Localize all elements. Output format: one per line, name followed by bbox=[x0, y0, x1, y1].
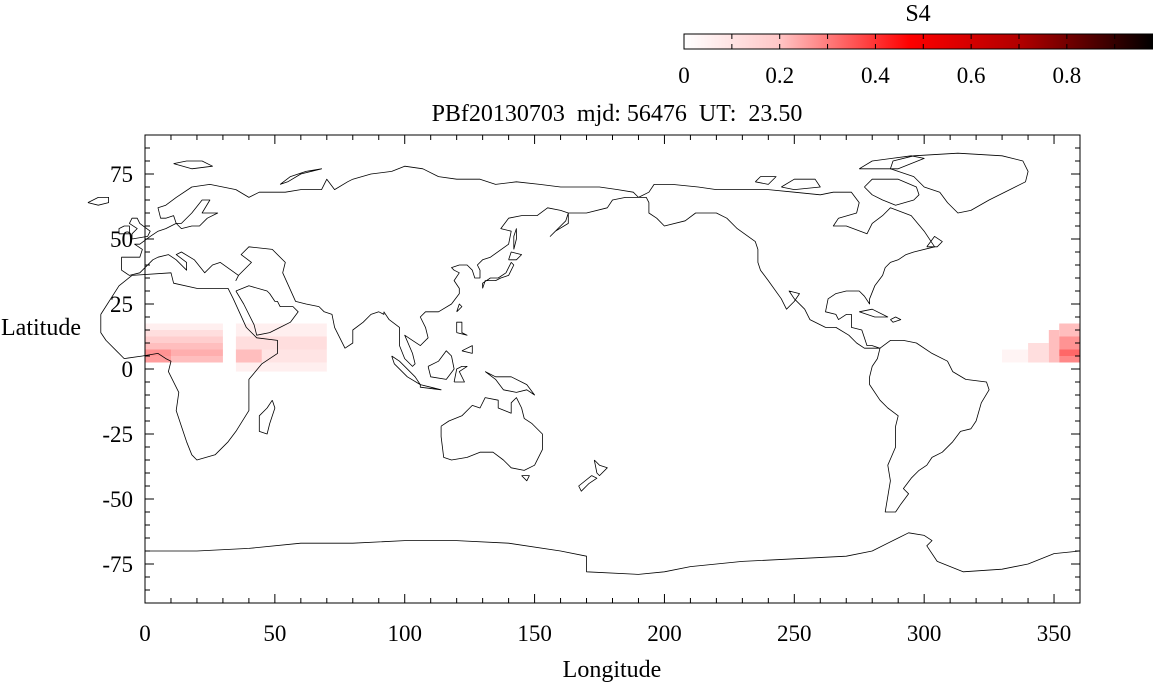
x-tick-label: 350 bbox=[1037, 621, 1072, 646]
coastline-new-zealand-north bbox=[593, 459, 608, 477]
colorbar-tick-label: 0 bbox=[678, 63, 690, 88]
coastline-africa bbox=[100, 272, 278, 461]
colorbar-tick-label: 0.4 bbox=[861, 63, 890, 88]
s4-cell bbox=[261, 349, 327, 363]
s4-cell bbox=[170, 349, 223, 356]
coastline-hispaniola bbox=[890, 316, 902, 323]
y-axis-title: Latitude bbox=[1, 315, 81, 341]
coastline-baffin bbox=[864, 178, 920, 206]
plot-title: PBf20130703 mjd: 56476 UT: 23.50 bbox=[432, 101, 803, 127]
colorbar-tick-label: 0.2 bbox=[765, 63, 794, 88]
colorbar: S4 0 0.2 0.4 0.6 0.8 bbox=[678, 1, 1153, 88]
y-axis-ticks: 75 50 25 0 -25 -50 -75 bbox=[102, 134, 1080, 604]
x-tick-label: 300 bbox=[907, 621, 942, 646]
s4-cell bbox=[145, 330, 223, 337]
y-tick-label: -75 bbox=[102, 552, 133, 577]
coastline-sakhalin bbox=[513, 228, 517, 250]
colorbar-tick-label: 0.8 bbox=[1052, 63, 1081, 88]
coastline-madagascar bbox=[258, 399, 276, 435]
colorbar-gradient bbox=[683, 33, 1153, 50]
coastline-tasmania bbox=[521, 475, 530, 482]
coastline-new-guinea bbox=[484, 371, 535, 396]
s4-cell bbox=[1048, 330, 1060, 363]
s4-heatmap-layer bbox=[145, 323, 1080, 372]
coastline-novaya-zemlya bbox=[279, 168, 323, 185]
coastline-newfoundland bbox=[926, 235, 943, 248]
s4-cell bbox=[1028, 343, 1049, 363]
coastline-ellesmere bbox=[858, 155, 925, 170]
colorbar-ticks: 0 0.2 0.4 0.6 0.8 bbox=[678, 34, 1116, 88]
y-tick-label: 50 bbox=[110, 227, 133, 252]
coastline-ireland bbox=[118, 225, 130, 235]
colorbar-label: S4 bbox=[905, 1, 930, 27]
s4-cell bbox=[1059, 356, 1080, 363]
coastline-java bbox=[419, 384, 442, 391]
coastline-scandinavia-baltic bbox=[175, 199, 219, 230]
x-tick-label: 0 bbox=[139, 621, 151, 646]
coastline-japan bbox=[482, 261, 515, 289]
s4-cell bbox=[1059, 349, 1080, 356]
coastline-eurasia-north bbox=[121, 165, 639, 307]
y-tick-label: 25 bbox=[110, 292, 133, 317]
s4-cell bbox=[1059, 336, 1080, 350]
coastline-iceland bbox=[87, 196, 109, 206]
y-tick-label: -25 bbox=[102, 422, 133, 447]
coastline-taiwan bbox=[456, 303, 463, 313]
x-tick-label: 150 bbox=[517, 621, 552, 646]
coastline-hokkaido bbox=[508, 251, 522, 261]
coastline-borneo bbox=[427, 350, 455, 380]
s4-cell bbox=[1059, 323, 1080, 337]
s4-cell bbox=[145, 356, 171, 363]
x-tick-label: 50 bbox=[263, 621, 286, 646]
s4-cell bbox=[145, 349, 171, 356]
y-tick-label: 75 bbox=[110, 162, 133, 187]
s4-cell bbox=[235, 336, 327, 350]
coastline-south-america bbox=[869, 339, 990, 513]
x-axis-ticks: 0 50 100 150 200 250 300 350 bbox=[139, 135, 1081, 646]
coastline-great-britain bbox=[128, 217, 151, 240]
s4-cell bbox=[1002, 349, 1029, 363]
y-tick-label: -50 bbox=[102, 487, 133, 512]
coastline-north-america bbox=[638, 183, 935, 349]
x-tick-label: 250 bbox=[777, 621, 812, 646]
s4-cell bbox=[145, 343, 223, 350]
s4-cell bbox=[235, 323, 327, 337]
coastline-india bbox=[318, 306, 385, 349]
s4-cell bbox=[145, 323, 223, 330]
coastline-arabia bbox=[235, 285, 299, 336]
coastline-antarctica bbox=[145, 532, 1081, 575]
colorbar-tick-label: 0.6 bbox=[957, 63, 986, 88]
coastline-banks-island bbox=[755, 176, 777, 185]
coastline-greenland bbox=[890, 152, 1029, 214]
x-tick-label: 100 bbox=[387, 621, 422, 646]
x-axis-title: Longitude bbox=[563, 657, 662, 683]
coastline-svalbard bbox=[173, 160, 213, 170]
coastline-victoria-island bbox=[781, 178, 821, 191]
coastline-new-zealand-south bbox=[578, 475, 598, 492]
coastlines-layer bbox=[87, 152, 1081, 575]
s4-cell bbox=[145, 336, 223, 343]
coastline-australia bbox=[440, 397, 543, 471]
x-tick-label: 200 bbox=[647, 621, 682, 646]
s4-cell bbox=[170, 356, 223, 363]
s4-cell bbox=[235, 349, 262, 363]
s4-cell bbox=[235, 362, 327, 372]
coastline-sulawesi bbox=[453, 365, 468, 383]
coastline-asia-south bbox=[383, 196, 639, 367]
coastline-luzon bbox=[456, 321, 468, 336]
coastline-cuba bbox=[859, 308, 889, 318]
y-tick-label: 0 bbox=[122, 357, 134, 382]
coastline-mindanao bbox=[461, 345, 473, 354]
